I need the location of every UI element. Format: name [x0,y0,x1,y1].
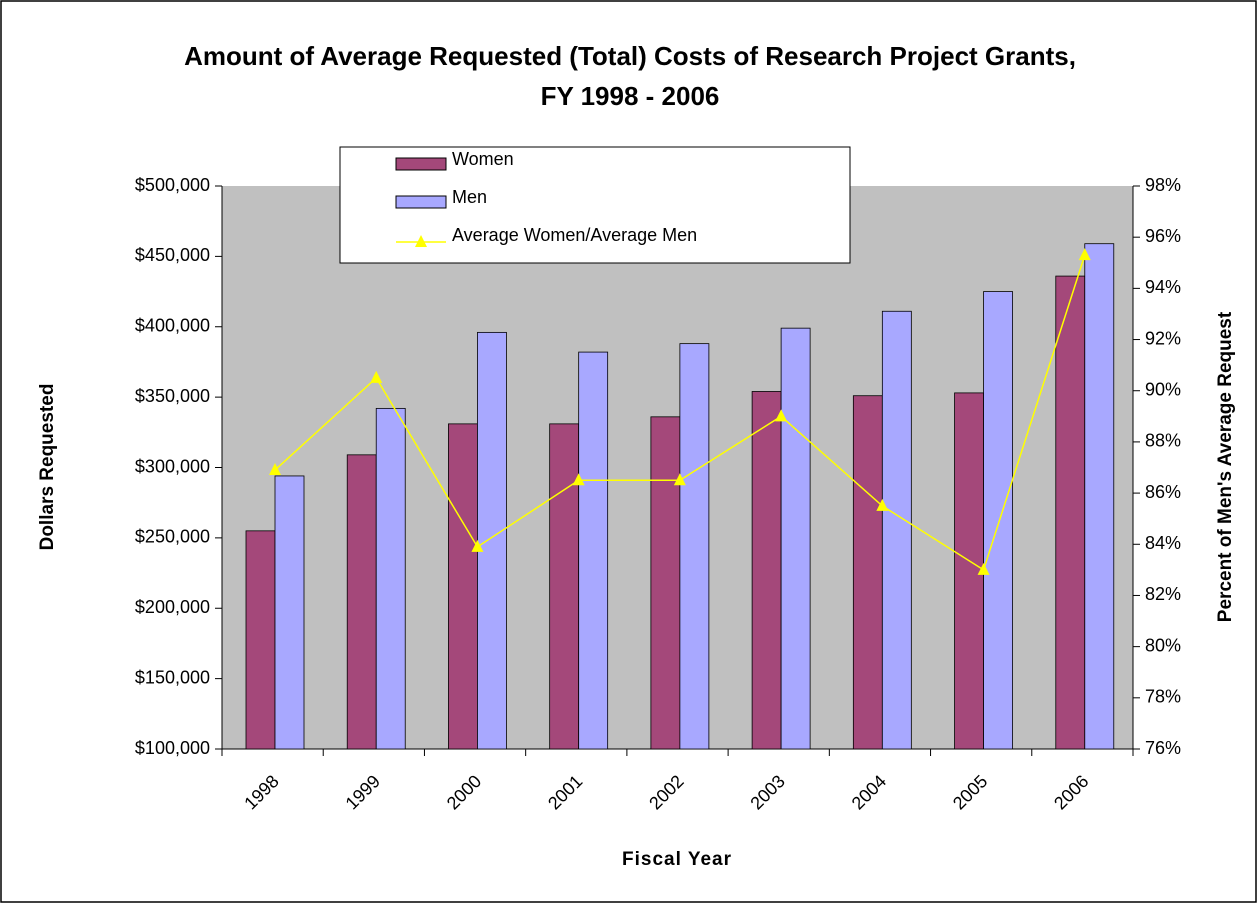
y2-tick-label: 94% [1145,277,1181,297]
bar [274,475,305,750]
bar [679,343,710,750]
bar [578,351,609,750]
marker [471,539,484,552]
bar [448,423,478,750]
y-tick-label: $250,000 [135,527,210,547]
y2-tick-label: 84% [1145,533,1181,553]
marker [370,370,383,383]
y-tick-label: $350,000 [135,386,210,406]
bar [954,392,984,750]
bar [852,395,883,750]
marker [876,498,889,511]
y-tick-label: $150,000 [135,667,210,687]
legend-swatch [395,157,447,171]
bar [881,310,912,750]
bar [245,530,276,750]
bar [751,391,782,750]
bar [780,327,811,750]
y2-tick-label: 90% [1145,379,1181,399]
legend-swatch [395,195,447,209]
y-tick-label: $450,000 [135,245,210,265]
y2-tick-label: 82% [1145,584,1181,604]
legend-label: Average Women/Average Men [452,225,697,245]
bar [477,331,507,750]
y-tick-label: $300,000 [135,456,210,476]
bar [375,407,406,750]
marker [673,473,686,486]
y-tick-label: $200,000 [135,597,210,617]
y-tick-label: $500,000 [135,175,210,195]
marker [977,562,990,575]
legend-label: Men [452,187,487,207]
y2-axis-title: Percent of Men's Average Request [1215,311,1236,622]
y2-tick-label: 96% [1145,226,1181,246]
marker [269,463,281,476]
y2-tick-label: 92% [1145,328,1181,348]
bar [1055,275,1086,750]
legend-label: Women [452,149,514,169]
x-axis-title: Fiscal Year [622,849,732,870]
y2-tick-label: 80% [1145,635,1181,655]
y-tick-label: $400,000 [135,316,210,336]
y2-tick-label: 78% [1145,687,1181,707]
marker [572,473,585,486]
chart-title: Amount of Average Requested (Total) Cost… [184,41,1076,111]
bar [346,454,377,750]
y-axis-title: Dollars Requested [37,384,58,551]
y2-tick-label: 86% [1145,482,1181,502]
bar [650,416,681,750]
bar [983,291,1013,750]
y-tick-label: $100,000 [135,738,210,758]
y2-tick-label: 98% [1145,175,1181,195]
bar [549,423,580,750]
marker [775,409,788,422]
y2-tick-label: 88% [1145,431,1181,451]
bar [1084,243,1115,750]
marker [1078,248,1091,261]
legend-marker [415,235,427,247]
y2-tick-label: 76% [1145,738,1181,758]
